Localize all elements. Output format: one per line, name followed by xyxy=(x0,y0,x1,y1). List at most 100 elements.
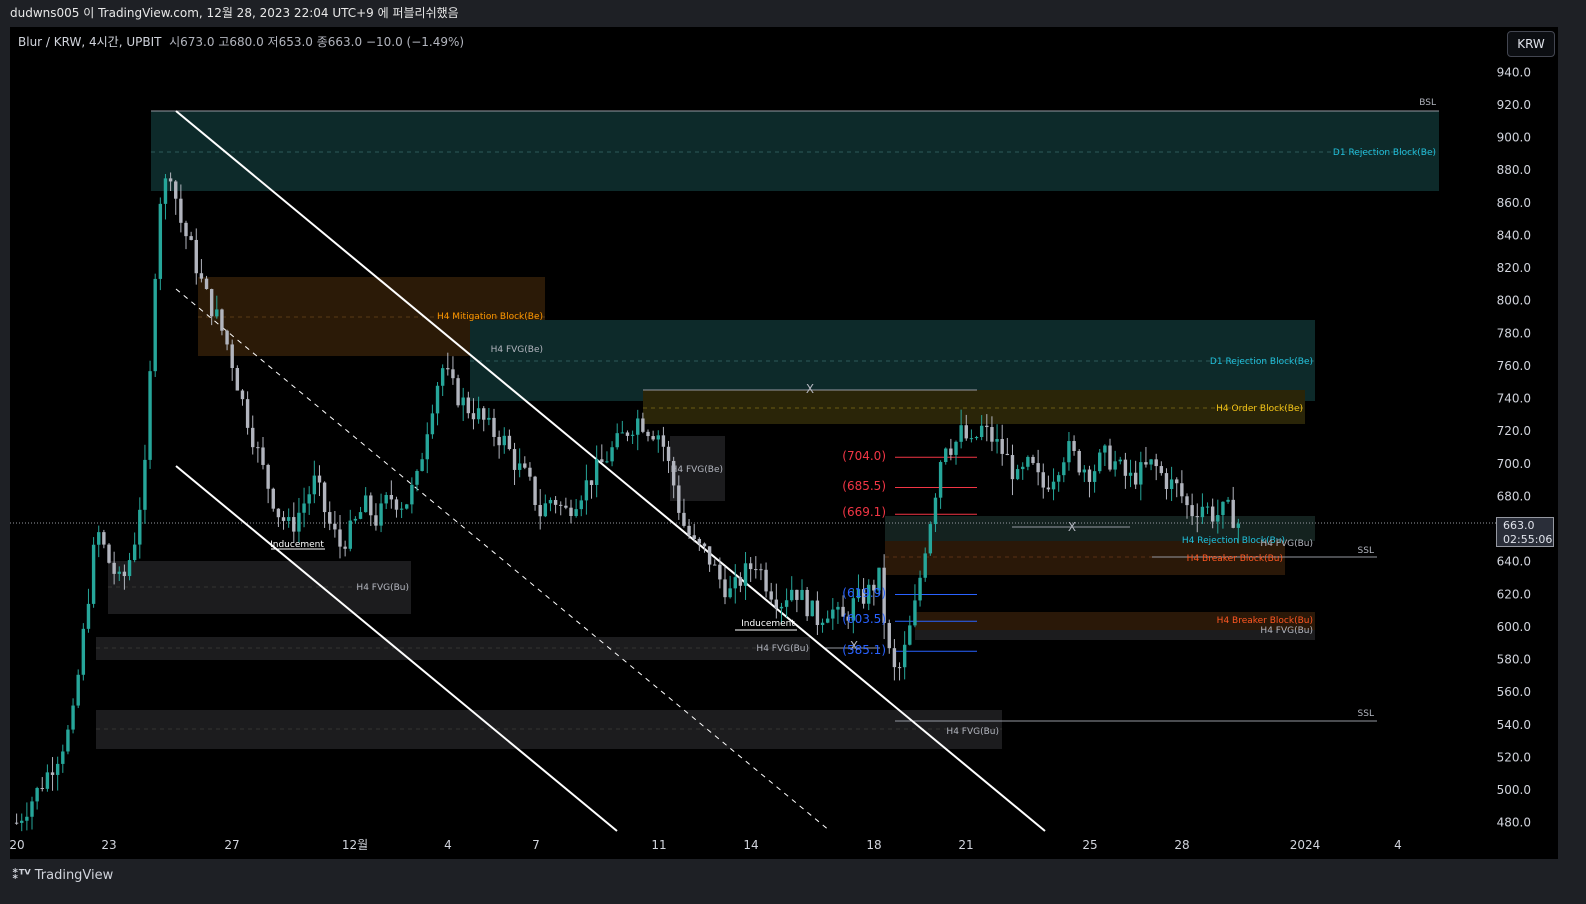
candle-body-83 xyxy=(440,368,445,386)
candle-body-198 xyxy=(1031,456,1035,464)
candle-body-26 xyxy=(148,371,152,460)
publish-text: dudwns005 이 TradingView.com, 12월 28, 202… xyxy=(10,6,459,20)
y-tick-label-22: 500.0 xyxy=(1497,783,1531,797)
candle-body-15 xyxy=(91,544,96,604)
candle-body-45 xyxy=(245,399,250,428)
candle-body-11 xyxy=(71,705,75,730)
candle-body-2 xyxy=(25,816,29,821)
candle-body-201 xyxy=(1046,487,1051,490)
y-tick-label-12: 700.0 xyxy=(1497,457,1531,471)
candle-body-108 xyxy=(569,507,573,516)
currency-button[interactable]: KRW xyxy=(1507,31,1555,57)
candle-body-227 xyxy=(1180,483,1184,497)
candle-body-88 xyxy=(466,397,471,414)
h4-fvg-be-label-1: H4 FVG(Be) xyxy=(491,345,543,355)
candle-body-153 xyxy=(800,589,804,600)
candle-body-70 xyxy=(374,515,378,526)
candle-body-217 xyxy=(1128,472,1133,476)
candle-body-181 xyxy=(944,448,948,463)
candle-body-74 xyxy=(394,499,399,510)
fib-label-669: (669.1) xyxy=(842,505,886,519)
candle-body-75 xyxy=(399,508,404,510)
candle-body-200 xyxy=(1041,472,1045,488)
candle-body-152 xyxy=(795,589,799,600)
candle-body-129 xyxy=(677,485,681,513)
d1-rejection-zone-top xyxy=(151,111,1439,191)
candle-body-221 xyxy=(1149,459,1153,465)
candle-body-49 xyxy=(266,464,270,489)
y-tick-label-20: 540.0 xyxy=(1497,718,1531,732)
candle-body-102 xyxy=(538,504,542,517)
d1-rejection-label-top: D1 Rejection Block(Be) xyxy=(1333,148,1436,158)
footer-bar xyxy=(0,860,1586,904)
candle-body-174 xyxy=(908,625,912,645)
candle-body-84 xyxy=(446,368,450,370)
candle-body-161 xyxy=(841,606,845,617)
candle-body-164 xyxy=(856,589,861,599)
d1-rejection-zone-mid xyxy=(470,320,1315,401)
candle-body-166 xyxy=(867,584,871,604)
candle-body-219 xyxy=(1139,462,1143,485)
candle-body-197 xyxy=(1026,456,1030,467)
tradingview-brand[interactable]: ⁑ᵀⱽ TradingView xyxy=(12,868,113,883)
candle-body-160 xyxy=(836,606,840,610)
candle-body-218 xyxy=(1133,472,1138,485)
h4-fvg-be-label-2: H4 FVG(Be) xyxy=(671,465,723,475)
h4-mitigation-label: H4 Mitigation Block(Be) xyxy=(437,312,543,322)
candle-body-210 xyxy=(1092,471,1097,482)
candle-body-127 xyxy=(666,446,671,461)
candle-body-62 xyxy=(333,523,337,530)
y-tick-label-1: 920.0 xyxy=(1497,98,1531,112)
candle-body-47 xyxy=(256,447,260,449)
candle-body-223 xyxy=(1159,466,1164,474)
candle-body-154 xyxy=(805,589,809,617)
candle-body-176 xyxy=(918,577,922,601)
candle-body-41 xyxy=(225,330,229,345)
candle-body-63 xyxy=(338,529,342,547)
candle-body-7 xyxy=(50,772,55,775)
candle-body-66 xyxy=(353,518,358,521)
candle-body-103 xyxy=(543,503,548,517)
h4-order-block-zone xyxy=(643,390,1305,424)
candle-body-189 xyxy=(985,425,989,428)
candle-body-186 xyxy=(969,438,974,440)
price-chart[interactable]: BSL D1 Rejection Block(Be) H4 Mitigation B… xyxy=(10,27,1558,859)
fib-label-619: (619.9) xyxy=(842,586,886,600)
x-marker-low: X xyxy=(850,639,858,653)
candle-body-114 xyxy=(600,459,604,463)
candle-body-8 xyxy=(55,763,60,775)
candle-body-19 xyxy=(112,562,116,574)
candle-body-224 xyxy=(1164,473,1169,490)
candle-body-30 xyxy=(168,178,173,182)
candle-body-233 xyxy=(1210,506,1215,522)
h4-fvg-bu-label-4: H4 FVG(Bu) xyxy=(1260,626,1313,636)
candle-body-101 xyxy=(533,476,537,505)
candle-body-185 xyxy=(964,425,968,439)
x-tick-label-10: 25 xyxy=(1082,838,1097,852)
candle-body-48 xyxy=(261,447,265,465)
candle-body-9 xyxy=(61,751,65,764)
candle-body-77 xyxy=(410,484,414,505)
candle-body-132 xyxy=(692,535,696,539)
y-tick-label-0: 940.0 xyxy=(1497,65,1531,79)
brand-text: TradingView xyxy=(34,868,114,883)
candle-body-25 xyxy=(143,459,147,510)
candle-body-232 xyxy=(1205,506,1210,508)
candle-body-205 xyxy=(1067,441,1071,463)
candle-body-96 xyxy=(507,435,512,450)
candle-body-116 xyxy=(610,447,614,462)
chart-frame[interactable]: BSL D1 Rejection Block(Be) H4 Mitigation B… xyxy=(10,27,1558,859)
candle-body-149 xyxy=(779,606,784,609)
candle-body-18 xyxy=(107,544,111,563)
candle-body-86 xyxy=(456,378,460,406)
candle-body-92 xyxy=(487,417,491,420)
candle-body-42 xyxy=(230,344,234,369)
candle-body-58 xyxy=(312,475,317,495)
candle-body-156 xyxy=(815,600,820,626)
candle-body-109 xyxy=(574,509,578,516)
y-tick-label-19: 560.0 xyxy=(1497,685,1531,699)
candle-body-145 xyxy=(759,569,763,571)
candle-body-236 xyxy=(1226,499,1230,502)
candle-body-225 xyxy=(1169,479,1174,490)
candle-body-158 xyxy=(825,618,830,623)
